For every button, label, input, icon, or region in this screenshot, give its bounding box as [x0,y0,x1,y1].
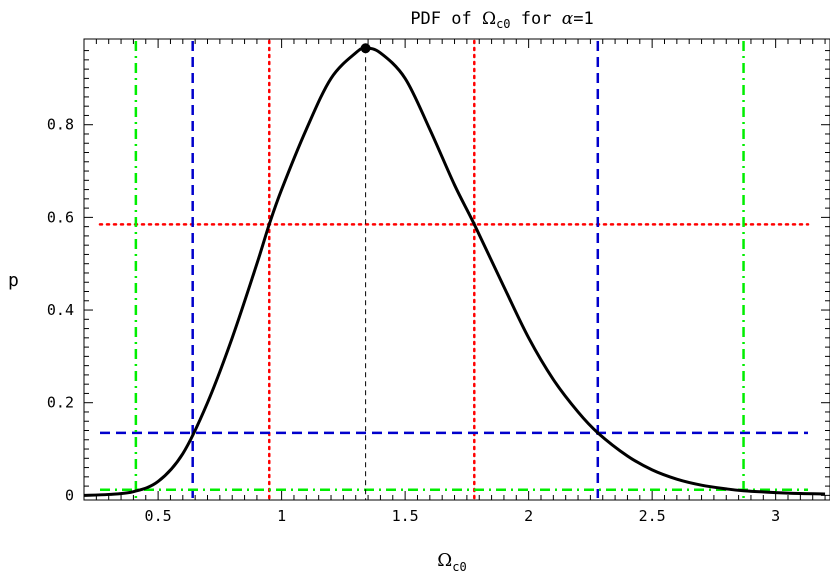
title-prefix: PDF of [410,9,482,29]
title-alpha-symbol: α [562,9,574,29]
ticks-layer: 0.5 1 1.5 2 2.5 3 0 0.2 0.4 0.6 0.8 [47,39,830,525]
x-axis-label: Ωc0 [437,550,466,574]
x-tick-label: 2.5 [639,507,666,525]
title-omega-symbol: Ω [482,9,496,29]
x-tick-label: 0.5 [145,507,172,525]
title-suffix: =1 [573,9,593,29]
x-tick-label: 1 [277,507,286,525]
chart-title: PDF of Ωc0 for α=1 [410,9,593,31]
pdf-curve [83,46,826,497]
x-axis-subscript: c0 [452,560,466,574]
y-tick-label: 0.2 [47,394,74,412]
curve-layer [83,43,826,500]
title-middle: for [511,9,562,29]
y-tick-label: 0 [65,486,74,504]
y-tick-label: 0.6 [47,208,74,226]
x-tick-label: 3 [771,507,780,525]
y-axis-label: p [8,270,19,291]
plot-frame [83,38,830,501]
x-axis-symbol: Ω [437,550,452,571]
x-tick-label: 1.5 [392,507,419,525]
y-tick-label: 0.4 [47,301,74,319]
levels-layer [98,39,810,500]
peak-point [360,43,371,54]
x-tick-label: 2 [524,507,533,525]
title-omega-subscript: c0 [496,17,510,31]
y-tick-label: 0.8 [47,116,74,134]
